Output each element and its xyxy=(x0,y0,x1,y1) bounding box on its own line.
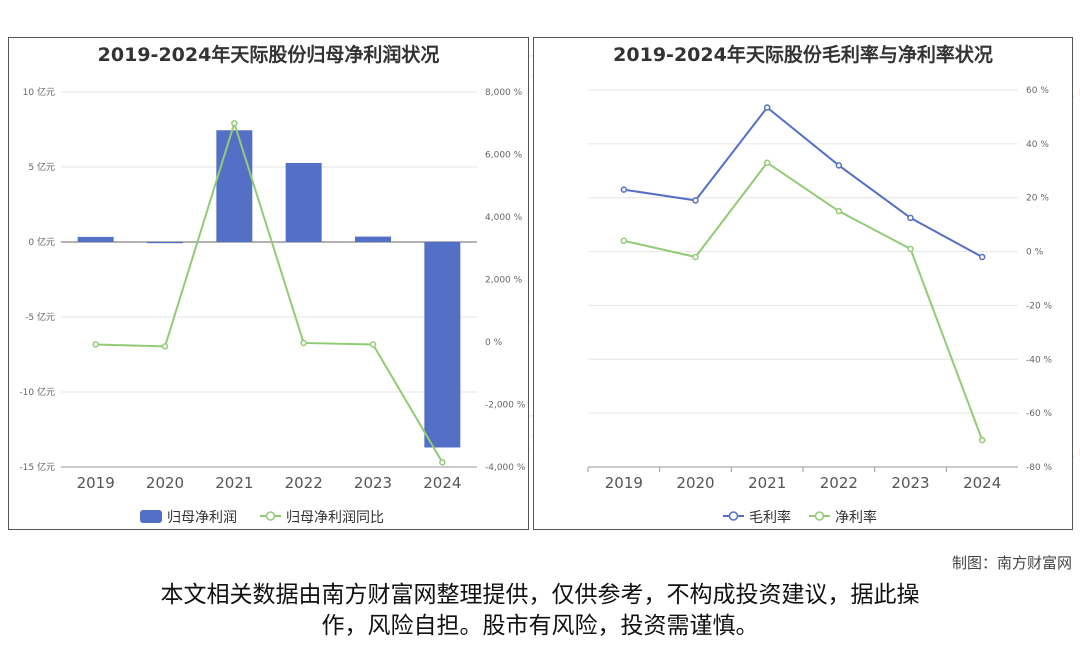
legend-label: 归母净利润 xyxy=(167,509,237,526)
y-tick-label: 0 亿元 xyxy=(28,236,55,248)
bar xyxy=(285,162,322,242)
y2-tick-label: 0 % xyxy=(485,338,503,348)
legend-marker xyxy=(814,511,825,521)
y-tick-label: -10 亿元 xyxy=(19,386,55,398)
y2-tick-label: 6,000 % xyxy=(485,151,523,161)
margin-chart: 2019-2024年天际股份毛利率与净利率状况 60 % 40 % 20 % 0 % -… xyxy=(533,37,1073,530)
data-point xyxy=(369,341,377,348)
data-point xyxy=(907,214,914,222)
data-point xyxy=(231,120,238,127)
y-tick-label: -80 % xyxy=(1026,463,1053,473)
legend-label: 净利率 xyxy=(835,509,877,526)
y2-tick-label: 2,000 % xyxy=(485,276,523,286)
x-tick-label: 2019 xyxy=(77,474,115,492)
data-point xyxy=(620,237,628,245)
x-tick-label: 2023 xyxy=(354,474,392,492)
bar xyxy=(424,242,461,448)
x-tick-label: 2023 xyxy=(891,474,929,492)
x-tick-label: 2019 xyxy=(605,474,643,492)
legend-label: 归母净利润同比 xyxy=(286,509,384,526)
data-point xyxy=(978,436,986,444)
data-point xyxy=(620,186,628,193)
data-point xyxy=(763,104,771,111)
net-profit-chart: 2019-2024年天际股份归母净利润状况 10 亿元 5 亿元 0 亿元 -5 亿元… xyxy=(8,37,529,530)
x-tick-label: 2021 xyxy=(215,474,253,492)
y-tick-label: -40 % xyxy=(1026,355,1053,365)
series-line xyxy=(623,106,983,258)
y-tick-label: -5 亿元 xyxy=(25,311,55,323)
legend-swatch xyxy=(140,510,162,523)
y-tick-label: -15 亿元 xyxy=(19,461,55,473)
data-point xyxy=(92,341,99,348)
net-profit-chart-svg: 10 亿元 5 亿元 0 亿元 -5 亿元 -10 亿元 -15 亿元 8,000 % 6,0… xyxy=(19,86,526,526)
x-tick-label: 2024 xyxy=(963,474,1001,492)
y2-tick-label: 4,000 % xyxy=(485,213,523,223)
data-point xyxy=(835,162,843,169)
legend-label: 毛利率 xyxy=(749,509,791,526)
y2-tick-label: 8,000 % xyxy=(485,88,523,98)
data-point xyxy=(439,459,446,466)
bar xyxy=(216,130,253,242)
y-tick-label: 10 亿元 xyxy=(23,86,55,98)
chart-title: 2019-2024年天际股份归母净利润状况 xyxy=(97,44,440,66)
x-tick-label: 2024 xyxy=(423,474,461,492)
data-point xyxy=(692,197,699,204)
data-point xyxy=(161,343,169,350)
y-tick-label: 20 % xyxy=(1026,194,1049,204)
x-tick-label: 2021 xyxy=(748,474,786,492)
series-line xyxy=(623,161,984,441)
disclaimer: 本文相关数据由南方财富网整理提供，仅供参考，不构成投资建议，据此操 作，风险自担… xyxy=(60,580,1020,642)
data-point xyxy=(978,253,986,261)
bar xyxy=(355,236,391,242)
disclaimer-line: 本文相关数据由南方财富网整理提供，仅供参考，不构成投资建议，据此操 xyxy=(160,582,920,608)
legend-marker xyxy=(265,511,276,521)
bar xyxy=(147,242,183,244)
y-tick-label: 40 % xyxy=(1026,140,1049,150)
data-point xyxy=(300,339,307,347)
y-tick-label: 60 % xyxy=(1026,86,1049,96)
data-point xyxy=(835,207,843,215)
x-tick-label: 2020 xyxy=(146,474,184,492)
y-tick-label: -60 % xyxy=(1026,409,1053,419)
data-point xyxy=(763,159,771,166)
bar xyxy=(77,236,114,242)
margin-chart-svg: 60 % 40 % 20 % 0 % -20 % -40 % -60 % -80 % 2019 2… xyxy=(587,86,1053,526)
y-tick-label: 5 亿元 xyxy=(28,161,55,173)
y-tick-label: 0 % xyxy=(1026,248,1044,258)
series-line xyxy=(95,119,444,463)
y-tick-label: -20 % xyxy=(1026,301,1053,311)
chart-credit: 制图：南方财富网 xyxy=(951,554,1072,572)
x-tick-label: 2022 xyxy=(820,474,858,492)
x-tick-label: 2020 xyxy=(676,474,714,492)
chart-title: 2019-2024年天际股份毛利率与净利率状况 xyxy=(613,44,993,66)
data-point xyxy=(907,245,914,253)
data-point xyxy=(692,253,699,261)
disclaimer-line: 作，风险自担。股市有风险，投资需谨慎。 xyxy=(321,613,759,639)
x-tick-label: 2022 xyxy=(285,474,323,492)
legend-marker xyxy=(728,511,739,521)
y2-tick-label: -2,000 % xyxy=(485,401,526,411)
y2-tick-label: -4,000 % xyxy=(485,463,526,473)
